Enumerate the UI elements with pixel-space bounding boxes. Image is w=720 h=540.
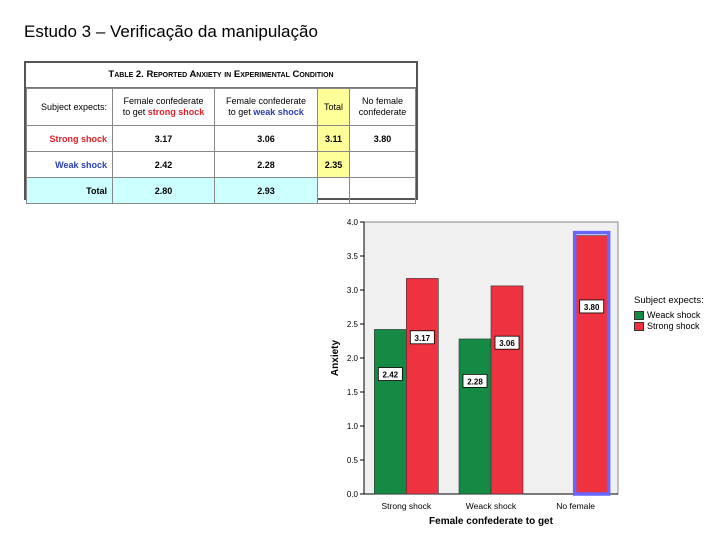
legend-title: Subject expects:	[634, 295, 704, 306]
y-tick-label: 3.0	[347, 286, 359, 295]
row-label-total: Total	[26, 177, 113, 204]
slide-title: Estudo 3 – Verificação da manipulação	[24, 22, 318, 41]
data-label: 3.80	[584, 303, 600, 312]
cell-value: 3.11	[317, 125, 350, 152]
cell-empty	[349, 177, 416, 204]
data-label-box	[579, 299, 605, 314]
data-label-box	[494, 335, 520, 350]
table-caption: Table 2. Reported Anxiety in Experimenta…	[26, 63, 416, 88]
legend-label: Strong shock	[647, 321, 700, 331]
bar-1-0	[458, 338, 492, 495]
data-label: 2.28	[467, 377, 483, 386]
col-header-female-weak: Female confederate to get weak shock	[214, 88, 318, 126]
y-tick-label: 2.0	[347, 354, 359, 363]
y-tick-label: 0.0	[347, 490, 359, 499]
cell-empty	[317, 177, 350, 204]
col-header-female-strong: Female confederate to get strong shock	[112, 88, 215, 126]
bar-0-0	[374, 329, 407, 495]
col-header-total: Total	[317, 88, 350, 126]
col-header-emph: strong shock	[147, 107, 205, 117]
cell-value: 3.06	[214, 125, 318, 152]
cell-value: 2.28	[214, 151, 318, 178]
anxiety-grid: Subject expects: Female confederate to g…	[26, 88, 416, 204]
y-tick-label: 4.0	[347, 218, 359, 227]
anxiety-bar-chart: 0.0 0.5 1.0 1.5 2.0 2.5 3.0 3.5 4.0 2.42 3.17 Stron…	[330, 218, 619, 527]
y-tick-label: 3.5	[347, 252, 359, 261]
x-axis-title: Female confederate to get	[429, 516, 554, 527]
legend-item-weak: Weack shock	[634, 310, 704, 320]
data-label: 3.06	[499, 339, 515, 348]
x-tick-label: No female	[556, 501, 595, 511]
cell-value: 2.80	[112, 177, 215, 204]
cell-value	[349, 151, 416, 178]
data-label-box	[409, 330, 435, 345]
bar-0-1	[406, 278, 439, 495]
anxiety-table: Table 2. Reported Anxiety in Experimenta…	[24, 61, 418, 204]
table-row: Strong shock 3.17 3.06 3.11 3.80	[26, 125, 416, 152]
legend-swatch	[634, 310, 644, 320]
bar-2-1	[575, 235, 608, 495]
bar-1-1	[490, 285, 524, 495]
x-tick-label: Weack shock	[466, 501, 517, 511]
legend-label: Weack shock	[647, 310, 701, 320]
col-header-line: to get	[228, 107, 254, 117]
y-tick-label: 0.5	[347, 456, 359, 465]
data-label-box	[462, 373, 488, 388]
data-label-box	[377, 367, 403, 381]
highlight-box	[572, 230, 611, 496]
data-label: 2.42	[383, 371, 399, 380]
x-tick-label: Strong shock	[382, 501, 432, 511]
cell-value: 2.35	[317, 151, 350, 178]
chart-legend: Subject expects: Weack shock Strong shoc…	[634, 295, 704, 332]
col-header-no-female: No female confederate	[349, 88, 416, 126]
col-header-line: Female confederate	[225, 96, 307, 106]
col-header-line: confederate	[358, 107, 407, 117]
col-header-line: to get	[122, 107, 148, 117]
cell-value: 3.80	[349, 125, 416, 152]
legend-swatch	[634, 321, 644, 331]
corner-label: Subject expects:	[26, 88, 113, 126]
data-label: 3.17	[415, 334, 431, 343]
col-header-emph: weak shock	[253, 107, 304, 117]
legend-item-strong: Strong shock	[634, 321, 704, 331]
cell-value: 2.93	[214, 177, 318, 204]
y-axis-title: Anxiety	[330, 340, 341, 377]
cell-value: 2.42	[112, 151, 215, 178]
col-header-line: No female	[361, 96, 404, 106]
row-label-strong: Strong shock	[26, 125, 113, 152]
row-label-weak: Weak shock	[26, 151, 113, 178]
header-row: Subject expects: Female confederate to g…	[26, 88, 416, 126]
y-tick-label: 1.5	[347, 388, 359, 397]
table-row: Total 2.80 2.93	[26, 177, 416, 204]
y-tick-label: 1.0	[347, 422, 359, 431]
col-header-line: Female confederate	[123, 96, 204, 106]
cell-value: 3.17	[112, 125, 215, 152]
table-row: Weak shock 2.42 2.28 2.35	[26, 151, 416, 178]
y-tick-label: 2.5	[347, 320, 359, 329]
